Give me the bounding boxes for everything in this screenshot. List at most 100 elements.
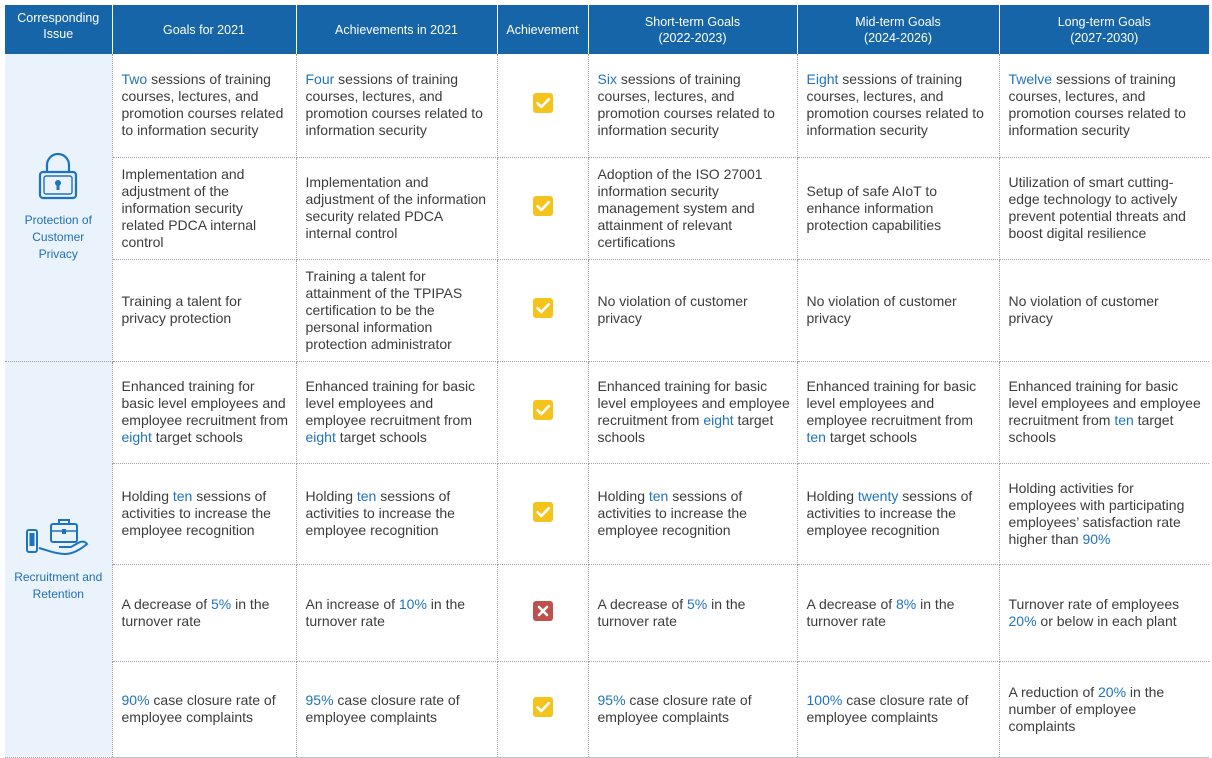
mid-term-goal-cell: A decrease of 8% in the turnover rate	[797, 564, 1000, 662]
highlight-text: Eight	[806, 71, 839, 88]
highlight-text: 20%	[1098, 683, 1127, 700]
header-achievement: Achievement	[497, 5, 589, 54]
header-row: Corresponding Issue Goals for 2021 Achiev…	[5, 5, 1209, 54]
achievement-status-cell	[497, 259, 589, 362]
header-short-term: Short-term Goals (2022-2023)	[588, 5, 798, 54]
table-row: Recruitment and Retention Enhanced traini…	[5, 361, 1209, 758]
cell-text: target schools	[151, 429, 243, 445]
cell-text: Utilization of smart cutting-edge techno…	[1008, 174, 1186, 241]
achievement-2021-cell: Enhanced training for basic level employ…	[296, 361, 498, 464]
achievement-status-cell	[497, 564, 589, 662]
header-goals-2021: Goals for 2021	[112, 5, 297, 54]
long-term-goal-cell: No violation of customer privacy	[999, 259, 1209, 362]
cell-text: target schools	[335, 429, 427, 445]
cell-text: Enhanced training for basic level employ…	[1008, 378, 1201, 428]
highlight-text: ten	[172, 488, 193, 504]
highlight-text: ten	[806, 429, 826, 445]
highlight-text: eight	[305, 429, 336, 445]
cell-text: sessions of activities to increase the e…	[305, 488, 455, 538]
short-term-goal-cell: No violation of customer privacy	[588, 259, 798, 362]
cell-text: target schools	[597, 412, 774, 445]
checkmark-icon	[532, 92, 554, 118]
cell-text: A decrease of	[806, 595, 897, 612]
goal-2021-cell: Implementation and adjustment of the inf…	[112, 157, 297, 260]
cell-text: sessions of activities to increase the e…	[121, 488, 271, 538]
cell-text: sessions of training courses, lectures, …	[806, 71, 984, 139]
long-term-goal-cell: Enhanced training for basic level employ…	[999, 361, 1209, 464]
highlight-text: Six	[597, 71, 617, 88]
highlight-text: 95%	[305, 692, 334, 708]
highlight-text: 5%	[211, 595, 232, 612]
checkmark-icon	[532, 501, 554, 527]
long-term-goal-cell: Twelve sessions of training courses, lec…	[999, 54, 1209, 158]
padlock-icon	[34, 151, 82, 212]
achievement-2021-cell: Training a talent for attainment of the …	[296, 259, 498, 362]
checkmark-icon	[532, 399, 554, 425]
cell-text: Holding	[305, 488, 357, 504]
mid-term-goal-cell: 100% case closure rate of employee compl…	[797, 661, 1000, 758]
table-row: Training a talent for privacy protection…	[5, 259, 1209, 362]
cell-text: A decrease of	[121, 595, 212, 612]
issue-privacy-label: Protection of Customer Privacy	[24, 213, 92, 262]
cell-text: Enhanced training for basic level employ…	[597, 378, 790, 428]
cell-text: in the turnover rate	[305, 595, 466, 629]
achievement-status-cell	[497, 361, 589, 464]
cell-text: case closure rate of employee complaints	[305, 692, 460, 725]
achievement-status-cell	[497, 661, 589, 758]
short-term-goal-cell: Enhanced training for basic level employ…	[588, 361, 798, 464]
cell-text: Setup of safe AIoT to enhance informatio…	[806, 182, 942, 233]
cell-text: Holding	[597, 488, 649, 504]
mid-term-goal-cell: Enhanced training for basic level employ…	[797, 361, 1000, 464]
cell-text: Adoption of the ISO 27001 information se…	[597, 165, 763, 250]
long-term-goal-cell: Turnover rate of employees 20% or below …	[999, 564, 1209, 662]
highlight-text: ten	[648, 488, 669, 504]
cell-text: sessions of training courses, lectures, …	[597, 71, 775, 139]
long-term-goal-cell: Utilization of smart cutting-edge techno…	[999, 157, 1209, 260]
highlight-text: 5%	[687, 595, 708, 612]
cell-text: Holding activities for employees with pa…	[1008, 479, 1185, 547]
cell-text: in the turnover rate	[806, 595, 955, 629]
highlight-text: Two	[121, 71, 148, 88]
achievement-2021-cell: Implementation and adjustment of the inf…	[296, 157, 498, 260]
cell-text: sessions of training courses, lectures, …	[1008, 71, 1186, 139]
highlight-text: twenty	[857, 488, 899, 504]
table-row: 90% case closure rate of employee compla…	[5, 661, 1209, 758]
cell-text: Holding	[121, 488, 173, 504]
achievement-status-cell	[497, 54, 589, 158]
mid-term-goal-cell: Holding twenty sessions of activities to…	[797, 463, 1000, 565]
cell-text: No violation of customer privacy	[597, 293, 748, 326]
x-mark-icon	[532, 600, 554, 626]
cell-text: target schools	[1008, 412, 1174, 445]
short-term-goal-cell: 95% case closure rate of employee compla…	[588, 661, 798, 758]
issue-box: Protection of Customer Privacy	[7, 151, 110, 263]
short-term-goal-cell: Six sessions of training courses, lectur…	[588, 54, 798, 158]
highlight-text: 100%	[806, 692, 843, 708]
highlight-text: 95%	[597, 692, 626, 708]
highlight-text: 90%	[1082, 530, 1111, 547]
highlight-text: eight	[703, 412, 734, 428]
cell-text: target schools	[825, 429, 918, 445]
cell-text: Holding	[806, 488, 858, 504]
goals-table: Corresponding Issue Goals for 2021 Achiev…	[5, 5, 1209, 758]
short-term-goal-cell: A decrease of 5% in the turnover rate	[588, 564, 798, 662]
highlight-text: 90%	[121, 692, 150, 708]
table-row: Implementation and adjustment of the inf…	[5, 157, 1209, 260]
cell-text: Enhanced training for basic level employ…	[806, 378, 977, 428]
briefcase-hand-phone-icon	[25, 516, 91, 569]
cell-text: case closure rate of employee complaints	[597, 692, 752, 725]
cell-text: case closure rate of employee complaints	[121, 692, 276, 725]
table-row: Holding ten sessions of activities to in…	[5, 463, 1209, 565]
mid-term-goal-cell: No violation of customer privacy	[797, 259, 1000, 362]
cell-text: Enhanced training for basic level employ…	[305, 378, 476, 428]
achievement-2021-cell: Four sessions of training courses, lectu…	[296, 54, 498, 158]
achievement-2021-cell: Holding ten sessions of activities to in…	[296, 463, 498, 565]
mid-term-goal-cell: Setup of safe AIoT to enhance informatio…	[797, 157, 1000, 260]
cell-text: in the number of employee complaints	[1008, 683, 1165, 734]
cell-text: sessions of activities to increase the e…	[806, 488, 973, 538]
cell-text: Implementation and adjustment of the inf…	[305, 174, 487, 241]
achievement-status-cell	[497, 157, 589, 260]
cell-text: or below in each plant	[1036, 612, 1177, 629]
cell-text: in the turnover rate	[121, 595, 270, 629]
checkmark-icon	[532, 297, 554, 323]
cell-text: No violation of customer privacy	[1008, 293, 1159, 326]
